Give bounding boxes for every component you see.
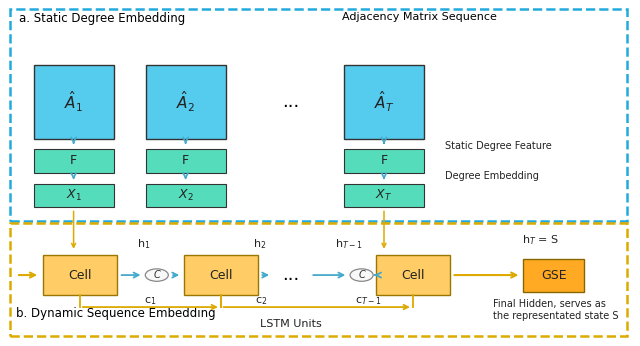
Circle shape <box>145 269 168 281</box>
Text: Static Degree Feature: Static Degree Feature <box>445 141 552 151</box>
Text: Cell: Cell <box>68 268 92 282</box>
Bar <box>34 149 114 173</box>
Text: Adjacency Matrix Sequence: Adjacency Matrix Sequence <box>342 12 497 22</box>
Bar <box>34 65 114 139</box>
Text: F: F <box>182 154 189 167</box>
Text: $\hat{A}_1$: $\hat{A}_1$ <box>64 90 83 115</box>
Circle shape <box>350 269 373 281</box>
Text: LSTM Units: LSTM Units <box>260 319 322 329</box>
Text: $X_1$: $X_1$ <box>66 188 81 203</box>
Text: C: C <box>154 270 160 280</box>
Text: $\hat{A}_T$: $\hat{A}_T$ <box>374 90 394 115</box>
Bar <box>10 9 627 221</box>
Text: F: F <box>70 154 77 167</box>
Bar <box>10 223 627 336</box>
Text: Final Hidden, serves as
the representated state S: Final Hidden, serves as the representate… <box>493 299 618 321</box>
Text: F: F <box>380 154 388 167</box>
Text: ...: ... <box>283 266 300 284</box>
Bar <box>146 65 226 139</box>
Bar <box>344 65 424 139</box>
Bar <box>376 255 450 295</box>
Text: $X_2$: $X_2$ <box>178 188 193 203</box>
Bar <box>344 184 424 207</box>
Text: $X_T$: $X_T$ <box>376 188 392 203</box>
Text: c$_{T-1}$: c$_{T-1}$ <box>355 295 382 307</box>
Text: a. Static Degree Embedding: a. Static Degree Embedding <box>19 12 186 25</box>
Bar <box>524 259 584 291</box>
Text: ...: ... <box>283 93 300 111</box>
Text: h$_{T-1}$: h$_{T-1}$ <box>335 237 363 251</box>
Text: Degree Embedding: Degree Embedding <box>445 171 539 181</box>
Text: C: C <box>358 270 365 280</box>
Text: Cell: Cell <box>209 268 232 282</box>
Bar <box>44 255 116 295</box>
Text: c$_2$: c$_2$ <box>255 295 268 307</box>
Text: Cell: Cell <box>401 268 424 282</box>
Bar <box>344 149 424 173</box>
Text: c$_1$: c$_1$ <box>144 295 157 307</box>
Text: GSE: GSE <box>541 268 566 282</box>
Bar <box>146 184 226 207</box>
Bar <box>146 149 226 173</box>
Text: $\hat{A}_2$: $\hat{A}_2$ <box>176 90 195 115</box>
Text: b. Dynamic Sequence Embedding: b. Dynamic Sequence Embedding <box>16 307 216 320</box>
Text: h$_T$ = S: h$_T$ = S <box>522 234 559 247</box>
Text: h$_2$: h$_2$ <box>253 237 266 251</box>
Bar <box>34 184 114 207</box>
Bar <box>184 255 258 295</box>
Text: h$_1$: h$_1$ <box>138 237 150 251</box>
